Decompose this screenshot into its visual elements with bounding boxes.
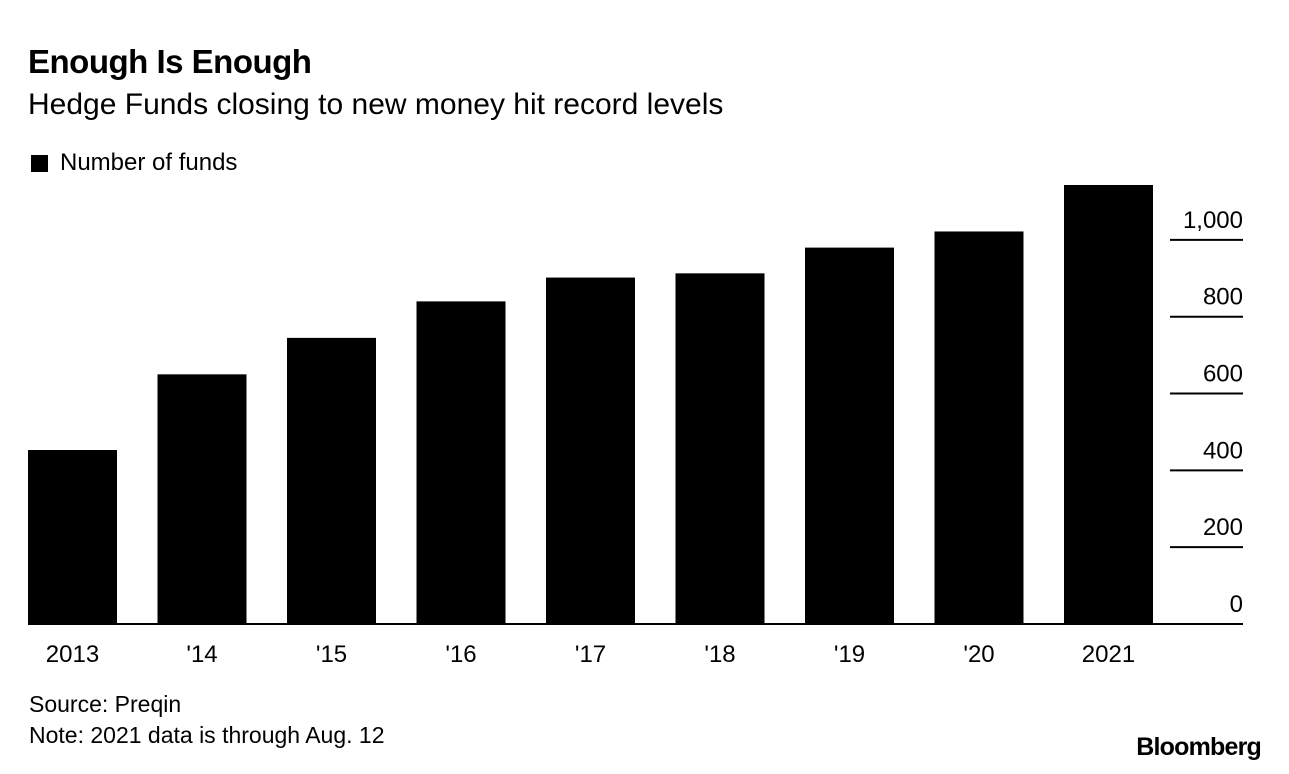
x-tick-label: '15 [316, 641, 347, 668]
source-text: Source: Preqin [29, 691, 182, 717]
bar-4 [416, 301, 506, 624]
y-tick-label: 200 [1203, 514, 1243, 541]
bar-7 [805, 247, 894, 624]
bar-9 [1064, 185, 1153, 624]
legend: Number of funds [31, 148, 237, 178]
chart-title: Enough Is Enough [28, 43, 312, 80]
chart-subtitle: Hedge Funds closing to new money hit rec… [28, 88, 724, 121]
x-tick-label: '14 [186, 641, 217, 668]
y-tick-label: 1,000 [1183, 207, 1243, 234]
y-tick-label: 400 [1203, 437, 1243, 464]
bar-3 [287, 337, 376, 624]
bloomberg-logo: Bloomberg [1136, 733, 1262, 761]
legend-swatch [31, 154, 48, 172]
x-tick-label: 2013 [46, 641, 99, 668]
bar-8 [934, 231, 1024, 624]
bar-6 [675, 273, 765, 624]
y-tick-label: 0 [1230, 591, 1243, 618]
x-tick-label: '19 [834, 641, 865, 668]
bar-5 [546, 277, 635, 624]
legend-label: Number of funds [60, 149, 238, 176]
x-tick-label: '18 [704, 641, 735, 668]
note-text: Note: 2021 data is through Aug. 12 [29, 722, 385, 748]
y-tick-label: 800 [1203, 284, 1243, 311]
x-tick-label: '16 [445, 641, 476, 668]
bar-1 [28, 450, 117, 624]
x-tick-label: 2021 [1082, 641, 1135, 668]
x-tick-label: '17 [575, 641, 606, 668]
y-tick-label: 600 [1203, 361, 1243, 388]
bar-2 [157, 374, 247, 624]
x-tick-label: '20 [963, 641, 994, 668]
